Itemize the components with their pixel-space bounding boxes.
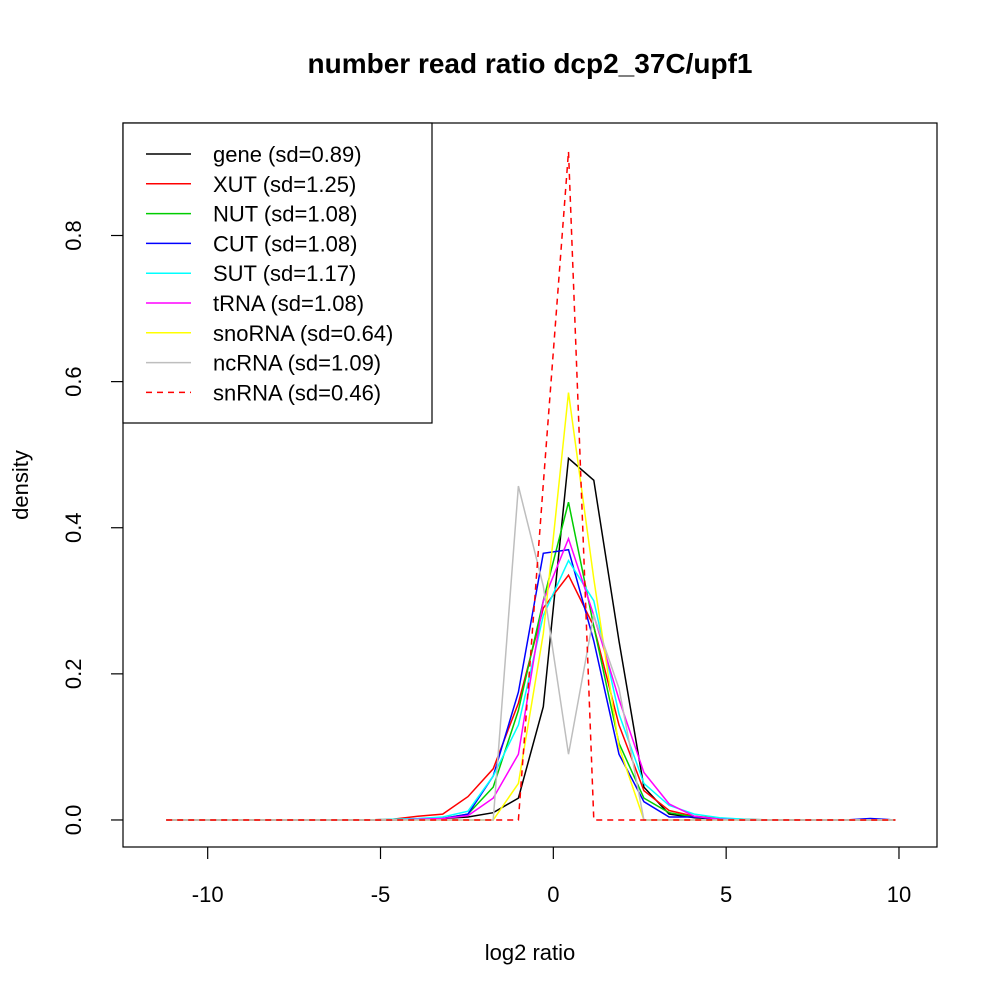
y-axis: 0.0 0.2 0.4 0.6 0.8 (61, 220, 123, 835)
x-tick-label: 5 (720, 882, 732, 907)
legend-items: gene (sd=0.89) XUT (sd=1.25) NUT (sd=1.08)… (146, 142, 393, 405)
series-line-CUT (166, 548, 896, 821)
legend-label-XUT: XUT (sd=1.25) (213, 172, 356, 197)
legend-label-snRNA: snRNA (sd=0.46) (213, 380, 381, 405)
series-line-gene (166, 456, 896, 821)
chart-title: number read ratio dcp2_37C/upf1 (307, 48, 752, 79)
series-line-tRNA (166, 536, 896, 821)
legend-label-gene: gene (sd=0.89) (213, 142, 362, 167)
series-line-snRNA (166, 151, 896, 821)
x-tick-label: 10 (887, 882, 911, 907)
x-tick-label: -10 (192, 882, 224, 907)
plot-frame (122, 122, 938, 848)
legend-label-CUT: CUT (sd=1.08) (213, 231, 357, 256)
y-axis-label: density (8, 450, 33, 520)
series-line-snoRNA (166, 392, 896, 821)
y-tick-label: 0.2 (61, 659, 86, 690)
y-tick-label: 0.8 (61, 220, 86, 251)
x-axis-label: log2 ratio (485, 940, 576, 965)
y-tick-label: 0.4 (61, 512, 86, 543)
x-tick-label: 0 (547, 882, 559, 907)
y-tick-label: 0.6 (61, 366, 86, 397)
series-line-SUT (166, 559, 896, 821)
x-tick-label: -5 (371, 882, 391, 907)
x-axis: -10 -5 0 5 10 (192, 847, 911, 907)
legend: gene (sd=0.89) XUT (sd=1.25) NUT (sd=1.08)… (122, 122, 433, 424)
y-tick-label: 0.0 (61, 805, 86, 836)
legend-label-ncRNA: ncRNA (sd=1.09) (213, 351, 381, 376)
series-layer (166, 151, 896, 821)
legend-label-SUT: SUT (sd=1.17) (213, 261, 356, 286)
legend-label-snoRNA: snoRNA (sd=0.64) (213, 321, 393, 346)
series-line-XUT (166, 573, 896, 821)
legend-label-tRNA: tRNA (sd=1.08) (213, 291, 364, 316)
legend-label-NUT: NUT (sd=1.08) (213, 202, 357, 227)
